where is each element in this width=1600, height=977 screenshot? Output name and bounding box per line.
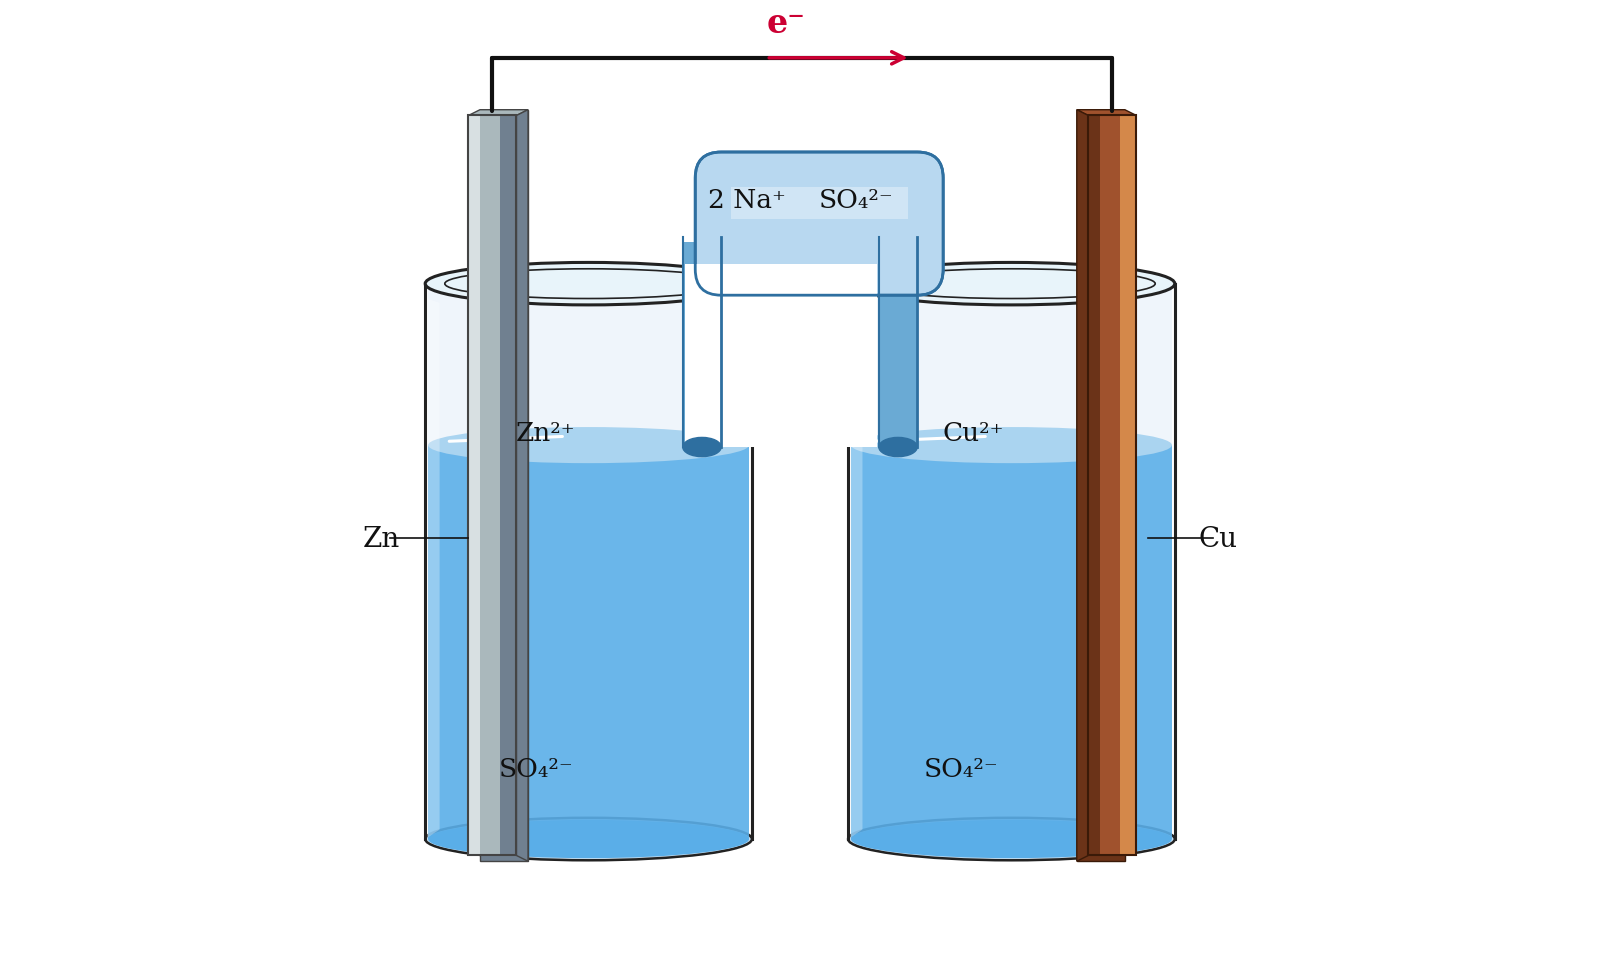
Text: Zn²⁺: Zn²⁺ — [515, 421, 574, 446]
Polygon shape — [685, 265, 877, 447]
Text: SO₄²⁻: SO₄²⁻ — [498, 757, 573, 782]
Polygon shape — [480, 116, 499, 856]
Polygon shape — [731, 188, 907, 220]
Ellipse shape — [429, 820, 749, 858]
Polygon shape — [1077, 110, 1125, 862]
Text: 2 Na⁺: 2 Na⁺ — [709, 188, 786, 212]
Ellipse shape — [683, 438, 722, 457]
Ellipse shape — [848, 818, 1174, 861]
Polygon shape — [683, 242, 722, 447]
Ellipse shape — [851, 820, 1171, 858]
Polygon shape — [1120, 116, 1136, 856]
Polygon shape — [426, 299, 440, 839]
Text: SO₄²⁻: SO₄²⁻ — [818, 188, 893, 212]
Polygon shape — [1088, 116, 1101, 856]
FancyBboxPatch shape — [696, 152, 942, 296]
Polygon shape — [517, 110, 528, 862]
Ellipse shape — [878, 438, 917, 457]
Polygon shape — [480, 110, 528, 862]
Polygon shape — [1077, 110, 1088, 862]
Polygon shape — [848, 299, 862, 839]
Text: Zn: Zn — [363, 526, 400, 552]
Ellipse shape — [426, 818, 752, 861]
Polygon shape — [1077, 110, 1136, 116]
Polygon shape — [878, 242, 917, 270]
Polygon shape — [878, 242, 917, 447]
Text: Cu: Cu — [1198, 526, 1237, 552]
Polygon shape — [851, 284, 1171, 446]
Polygon shape — [1101, 116, 1120, 856]
Polygon shape — [469, 110, 528, 116]
Ellipse shape — [848, 263, 1174, 306]
Polygon shape — [683, 242, 722, 270]
Text: SO₄²⁻: SO₄²⁻ — [925, 757, 998, 782]
Ellipse shape — [429, 428, 749, 464]
Ellipse shape — [851, 428, 1171, 464]
Polygon shape — [851, 446, 1171, 839]
Polygon shape — [429, 446, 749, 839]
Text: Cu²⁺: Cu²⁺ — [942, 421, 1003, 446]
Ellipse shape — [426, 263, 752, 306]
Polygon shape — [499, 116, 517, 856]
Text: e⁻: e⁻ — [766, 7, 805, 39]
Polygon shape — [429, 284, 749, 446]
Polygon shape — [469, 116, 480, 856]
